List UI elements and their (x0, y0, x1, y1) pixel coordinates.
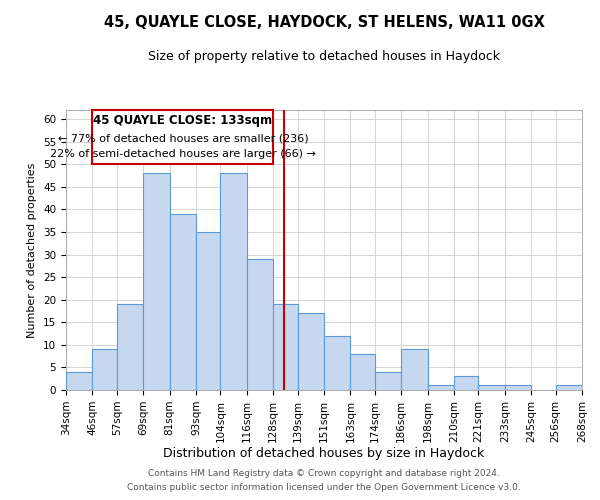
Bar (454, 376, 478, 390)
Bar (401, 350, 428, 390)
Text: Contains public sector information licensed under the Open Government Licence v3: Contains public sector information licen… (127, 484, 521, 492)
Bar (92, 350, 117, 390)
FancyBboxPatch shape (92, 110, 273, 164)
Bar (66, 372, 92, 390)
Bar (375, 372, 401, 390)
Bar (220, 173, 247, 390)
Bar (478, 386, 505, 390)
Bar (350, 354, 375, 390)
Text: 22% of semi-detached houses are larger (66) →: 22% of semi-detached houses are larger (… (50, 150, 316, 160)
Y-axis label: Number of detached properties: Number of detached properties (28, 162, 37, 338)
Text: ← 77% of detached houses are smaller (236): ← 77% of detached houses are smaller (23… (58, 133, 308, 143)
Bar (298, 313, 324, 390)
Bar (273, 304, 298, 390)
Bar (247, 259, 273, 390)
Text: Size of property relative to detached houses in Haydock: Size of property relative to detached ho… (148, 50, 500, 63)
X-axis label: Distribution of detached houses by size in Haydock: Distribution of detached houses by size … (163, 448, 485, 460)
Bar (324, 336, 350, 390)
Bar (505, 386, 531, 390)
Bar (196, 232, 220, 390)
Bar (117, 304, 143, 390)
Bar (170, 214, 196, 390)
Bar (143, 173, 170, 390)
Text: 45, QUAYLE CLOSE, HAYDOCK, ST HELENS, WA11 0GX: 45, QUAYLE CLOSE, HAYDOCK, ST HELENS, WA… (104, 15, 544, 30)
Bar (556, 386, 582, 390)
Bar (428, 386, 454, 390)
Text: Contains HM Land Registry data © Crown copyright and database right 2024.: Contains HM Land Registry data © Crown c… (148, 468, 500, 477)
Text: 45 QUAYLE CLOSE: 133sqm: 45 QUAYLE CLOSE: 133sqm (94, 114, 272, 128)
